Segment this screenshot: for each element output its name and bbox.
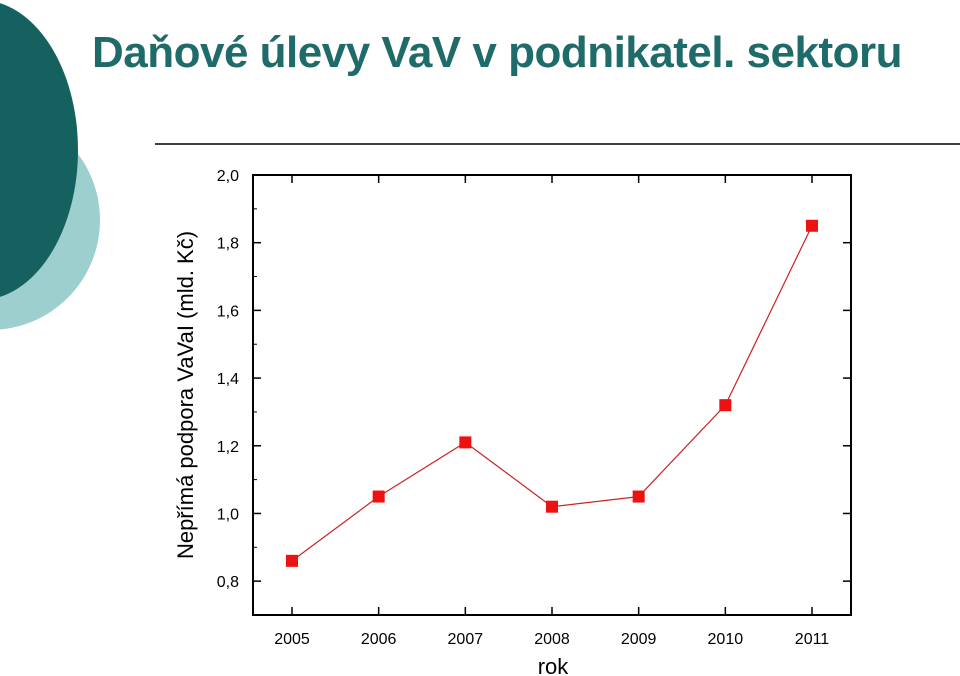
data-point xyxy=(806,219,818,232)
plot-area xyxy=(252,174,852,616)
x-tick-label: 2009 xyxy=(621,631,657,648)
data-point xyxy=(372,490,385,503)
data-point xyxy=(546,500,558,513)
x-tick-label: 2010 xyxy=(708,631,744,648)
x-tick-label: 2005 xyxy=(274,631,310,648)
x-tick-label: 2007 xyxy=(448,631,484,648)
y-tick-label: 1,6 xyxy=(217,303,239,320)
decorative-circle-dark xyxy=(0,3,78,297)
y-axis: 0,8 1,0 1,2 1,4 1,6 1,8 2,0 xyxy=(217,168,851,616)
y-tick-label: 1,4 xyxy=(217,371,239,388)
x-tick-label: 2006 xyxy=(361,631,397,648)
y-axis-title: Nepřímá podpora VaVaI (mld. Kč) xyxy=(173,231,198,559)
y-tick-label: 0,8 xyxy=(217,574,239,591)
data-point xyxy=(286,554,298,567)
y-tick-label: 1,2 xyxy=(217,439,239,456)
slide-title: Daňové úlevy VaV v podnikatel. sektoru xyxy=(92,28,902,77)
x-tick-label: 2011 xyxy=(795,631,830,648)
data-point xyxy=(719,399,732,412)
x-axis-title: rok xyxy=(538,654,570,676)
plot-frame xyxy=(252,174,852,616)
x-axis: 2005 2006 2007 2008 2009 2010 2011 xyxy=(274,175,829,648)
data-series xyxy=(286,219,818,567)
y-tick-label: 1,8 xyxy=(217,236,239,253)
x-tick-label: 2008 xyxy=(534,631,570,648)
y-tick-label: 1,0 xyxy=(217,506,239,523)
data-point xyxy=(459,436,472,449)
data-point xyxy=(632,490,645,503)
y-tick-label: 2,0 xyxy=(217,168,239,185)
